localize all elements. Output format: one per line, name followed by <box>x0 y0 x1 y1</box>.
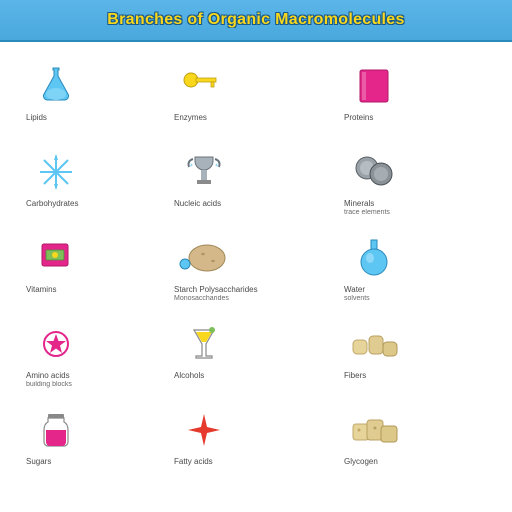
cell-label: Water <box>344 285 365 294</box>
cell-flask: Lipids <box>22 60 170 146</box>
cell-key: Enzymes <box>170 60 340 146</box>
cell-bread: Fibers <box>340 318 488 404</box>
cell-potato: Starch Polysaccharides Monosaccharides <box>170 232 340 318</box>
cell-label: Alcohols <box>174 371 204 380</box>
cell-label: Carbohydrates <box>26 199 78 208</box>
cell-label: Minerals <box>344 199 374 208</box>
snowflake-icon <box>26 148 86 196</box>
header: Branches of Organic Macromolecules <box>0 0 512 42</box>
cell-label: Glycogen <box>344 457 378 466</box>
cell-sublabel: trace elements <box>344 209 390 217</box>
potato-icon <box>174 234 234 282</box>
cell-label: Proteins <box>344 113 373 122</box>
cell-trophy: Nucleic acids <box>170 146 340 232</box>
book-icon <box>344 62 404 110</box>
flag-icon <box>26 234 86 282</box>
cell-sublabel: Monosaccharides <box>174 295 229 303</box>
cocktail-icon <box>174 320 234 368</box>
cell-cheese: Glycogen <box>340 404 488 490</box>
cell-label: Fibers <box>344 371 366 380</box>
cell-label: Vitamins <box>26 285 57 294</box>
cell-sublabel: solvents <box>344 295 370 303</box>
cell-label: Starch Polysaccharides <box>174 285 258 294</box>
bread-icon <box>344 320 404 368</box>
flask-icon <box>26 62 86 110</box>
cell-cross: Fatty acids <box>170 404 340 490</box>
cell-sublabel: building blocks <box>26 381 72 389</box>
coins-icon <box>344 148 404 196</box>
cell-label: Amino acids <box>26 371 70 380</box>
cell-star: Amino acids building blocks <box>22 318 170 404</box>
cheese-icon <box>344 406 404 454</box>
cell-label: Lipids <box>26 113 47 122</box>
cell-label: Nucleic acids <box>174 199 221 208</box>
cell-flag: Vitamins <box>22 232 170 318</box>
cell-book: Proteins <box>340 60 488 146</box>
cell-snowflake: Carbohydrates <box>22 146 170 232</box>
round-flask-icon <box>344 234 404 282</box>
cell-label: Enzymes <box>174 113 207 122</box>
key-icon <box>174 62 234 110</box>
cell-coins: Minerals trace elements <box>340 146 488 232</box>
cell-flask2: Water solvents <box>340 232 488 318</box>
cell-label: Sugars <box>26 457 51 466</box>
star-icon <box>26 320 86 368</box>
infographic-frame: Branches of Organic Macromolecules Lipid… <box>0 0 512 512</box>
cell-label: Fatty acids <box>174 457 213 466</box>
jar-icon <box>26 406 86 454</box>
grid: Lipids Enzymes Proteins <box>0 42 512 502</box>
trophy-icon <box>174 148 234 196</box>
page-title: Branches of Organic Macromolecules <box>107 11 404 29</box>
cell-glass: Alcohols <box>170 318 340 404</box>
cell-jar: Sugars <box>22 404 170 490</box>
cross-star-icon <box>174 406 234 454</box>
